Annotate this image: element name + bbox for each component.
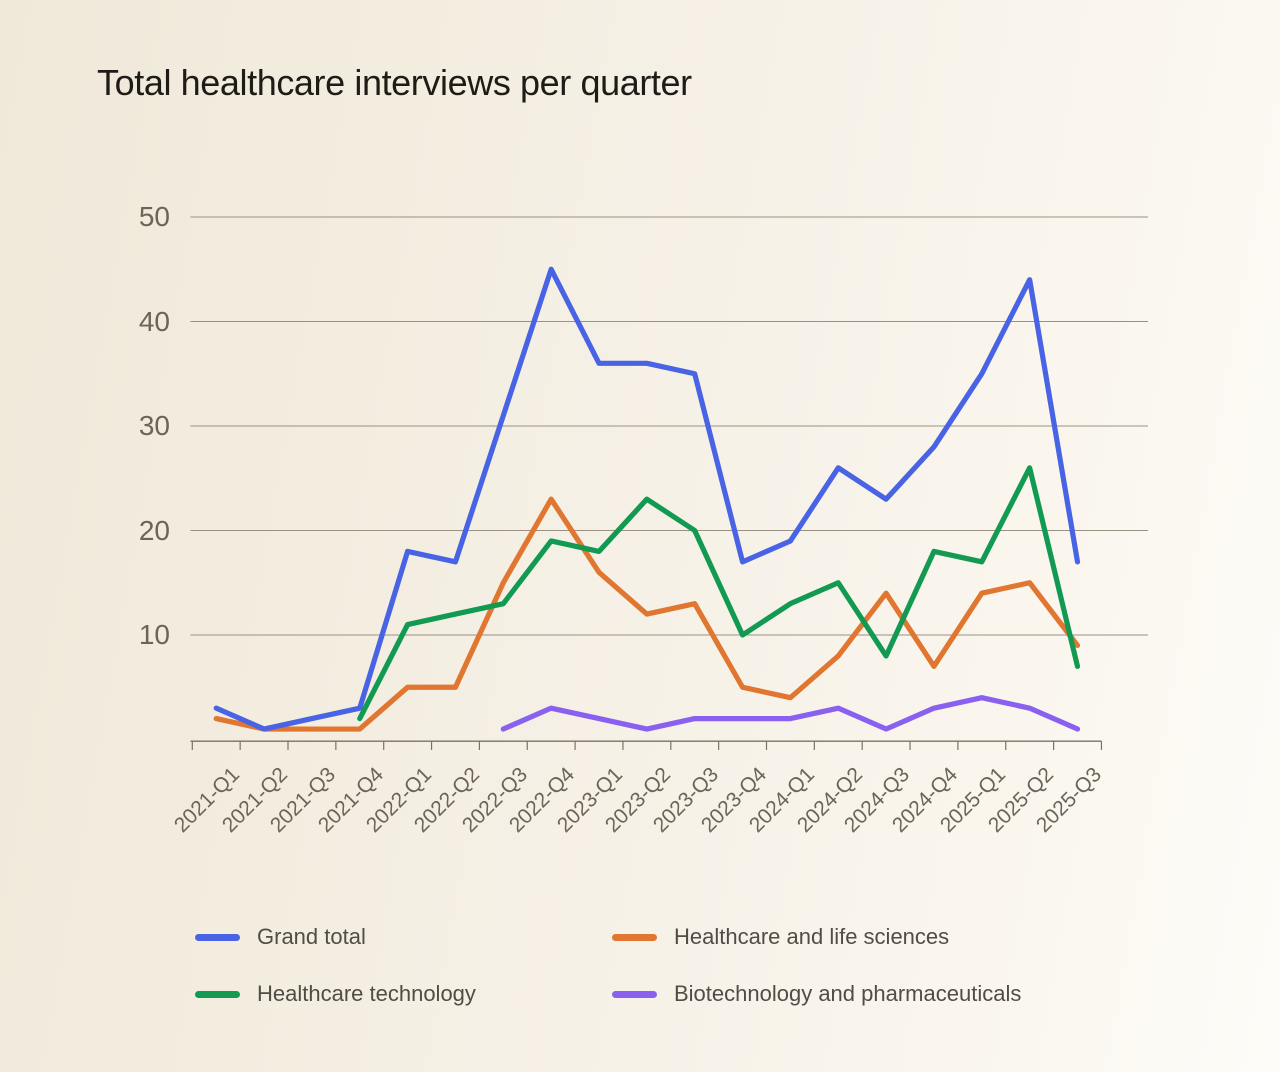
healthcare-technology-swatch xyxy=(195,990,240,998)
biotechnology-pharmaceuticals-swatch xyxy=(612,990,657,998)
y-tick-label-20: 20 xyxy=(138,514,170,546)
y-tick-label-30: 30 xyxy=(138,410,170,441)
series-line-healthcare-and-life-sciences xyxy=(213,496,1081,732)
legend-item-healthcare-life-sciences: Healthcare and life sciences xyxy=(612,920,1021,954)
legend-label: Healthcare technology xyxy=(257,981,476,1006)
legend-label: Grand total xyxy=(257,924,366,949)
legend-item-biotechnology-pharmaceuticals: Biotechnology and pharmaceuticals xyxy=(612,977,1021,1011)
legend: Grand total Healthcare and life sciences… xyxy=(195,920,1021,1011)
legend-item-grand-total: Grand total xyxy=(195,920,612,954)
series-line-grand-total xyxy=(213,266,1081,732)
chart-title: Total healthcare interviews per quarter xyxy=(97,62,692,103)
legend-label: Biotechnology and pharmaceuticals xyxy=(674,981,1022,1006)
series-line-biotechnology-and-pharmaceuticals xyxy=(500,695,1081,732)
grand-total-swatch xyxy=(195,933,240,941)
y-tick-label-10: 10 xyxy=(138,619,170,650)
series-line-healthcare-technology xyxy=(357,465,1081,722)
healthcare-life-sciences-swatch xyxy=(612,933,657,941)
y-tick-label-40: 40 xyxy=(138,305,170,337)
legend-label: Healthcare and life sciences xyxy=(674,924,950,949)
legend-item-healthcare-technology: Healthcare technology xyxy=(195,977,612,1011)
y-tick-label-50: 50 xyxy=(138,201,170,232)
